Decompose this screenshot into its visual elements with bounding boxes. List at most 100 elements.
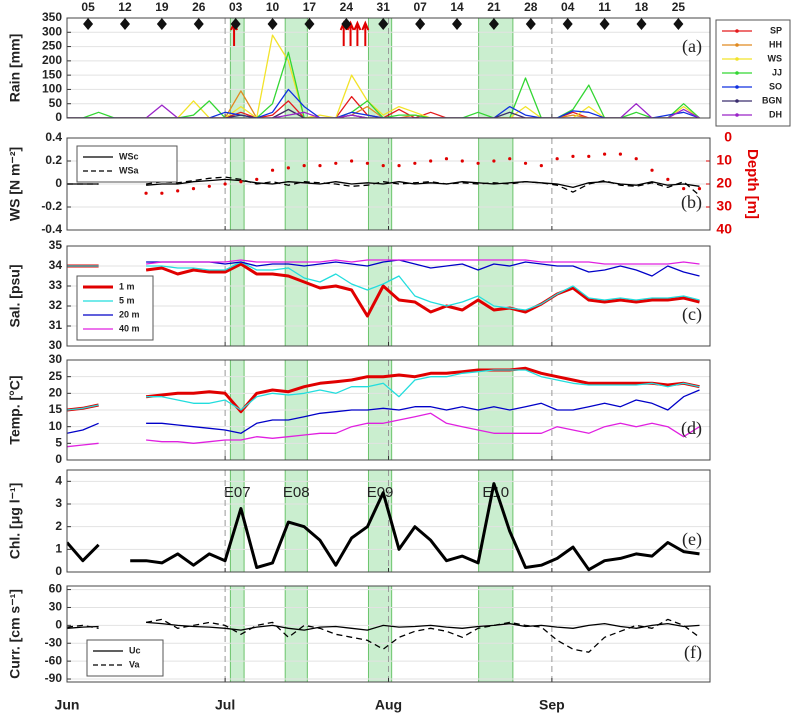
y-tick-label: 20 xyxy=(49,386,63,400)
y-tick-label: 250 xyxy=(42,39,62,53)
top-tick-label: 25 xyxy=(672,0,686,14)
legend-box xyxy=(86,639,164,677)
series-line xyxy=(67,412,700,448)
legend-marker xyxy=(735,29,739,33)
legend-marker xyxy=(735,57,739,61)
panel-frame xyxy=(66,469,711,573)
depth-dot xyxy=(571,154,575,158)
depth-dot xyxy=(618,152,623,156)
series-line xyxy=(67,261,700,311)
y-tick-label: 5 xyxy=(55,436,62,450)
depth-dot xyxy=(587,154,591,158)
y-tick-label: -60 xyxy=(45,653,63,667)
y-tick-label: 350 xyxy=(42,10,62,24)
y2-tick-label: 20 xyxy=(716,175,732,191)
week-marker xyxy=(267,18,278,30)
depth-dot xyxy=(666,177,670,181)
x-tick-label: Sep xyxy=(539,697,565,713)
y-tick-label: -30 xyxy=(45,635,63,649)
series-line xyxy=(67,621,700,631)
depth-dot xyxy=(334,161,338,165)
y2-tick-label: 10 xyxy=(716,152,732,168)
depth-dot xyxy=(397,164,401,168)
depth-dot xyxy=(302,164,306,168)
week-marker xyxy=(673,18,684,30)
y-axis-label: Sal. [psu] xyxy=(7,264,23,327)
y-tick-label: 10 xyxy=(49,419,63,433)
y-tick-label: 32 xyxy=(49,298,63,312)
event-band xyxy=(229,17,245,119)
depth-dot xyxy=(539,164,543,168)
y-tick-label: 25 xyxy=(49,369,63,383)
y-tick-label: -90 xyxy=(45,671,63,685)
legend-label: JJ xyxy=(772,67,782,77)
top-tick-label: 19 xyxy=(155,0,169,14)
week-marker xyxy=(119,18,130,30)
legend-label: SP xyxy=(770,25,782,35)
series-line xyxy=(67,176,700,196)
event-band xyxy=(478,17,514,119)
y-tick-label: 0 xyxy=(55,564,62,578)
series-line xyxy=(67,482,700,572)
event-band xyxy=(284,17,308,119)
panel-frame xyxy=(66,17,711,119)
event-band xyxy=(284,245,308,347)
week-marker xyxy=(488,18,499,30)
y-tick-label: 15 xyxy=(49,402,63,416)
legend-label: 5 m xyxy=(119,295,135,305)
y-tick-label: 100 xyxy=(42,82,62,96)
legend-label: SO xyxy=(769,81,782,91)
depth-dot xyxy=(286,166,290,170)
series-line xyxy=(67,34,700,118)
x-tick-label: Jun xyxy=(55,697,80,713)
top-tick-label: 04 xyxy=(561,0,575,14)
depth-dot xyxy=(413,161,417,165)
y-tick-label: 150 xyxy=(42,67,62,81)
y-tick-label: 0 xyxy=(55,618,62,632)
top-tick-label: 10 xyxy=(266,0,280,14)
x-tick-label: Jul xyxy=(215,697,235,713)
week-marker xyxy=(599,18,610,30)
y-tick-label: 0 xyxy=(55,176,62,190)
legend-marker xyxy=(735,85,739,89)
panel-letter: (c) xyxy=(682,304,702,325)
week-marker xyxy=(636,18,647,30)
legend-box xyxy=(76,145,178,183)
y-axis-label: Curr. [cm s⁻¹] xyxy=(7,589,23,679)
depth-dot xyxy=(476,161,480,165)
panel-letter: (f) xyxy=(684,642,702,663)
depth-dot xyxy=(223,182,227,186)
y-tick-label: 35 xyxy=(49,238,63,252)
series-line xyxy=(67,51,700,118)
week-marker xyxy=(452,18,463,30)
panel-letter: (d) xyxy=(681,418,702,439)
y2-tick-label: 40 xyxy=(716,221,732,237)
y-tick-label: 3 xyxy=(55,496,62,510)
y-tick-label: 300 xyxy=(42,24,62,38)
plot-area xyxy=(67,366,700,448)
plot-area xyxy=(67,482,700,572)
legend-label: Va xyxy=(129,659,141,669)
top-tick-label: 21 xyxy=(487,0,501,14)
depth-dot xyxy=(365,161,370,165)
depth-dot xyxy=(508,157,512,161)
y-tick-label: 0.4 xyxy=(45,130,62,144)
y-axis-label: WS [N m⁻²] xyxy=(7,147,23,221)
depth-dot xyxy=(429,159,433,163)
series-line xyxy=(67,103,700,118)
legend-box xyxy=(715,19,791,127)
panel-letter: (e) xyxy=(682,529,702,550)
depth-dot xyxy=(697,187,702,191)
top-tick-label: 03 xyxy=(229,0,243,14)
y-axis-label: Chl. [μg l⁻¹] xyxy=(7,483,23,560)
plot-area xyxy=(67,618,700,653)
depth-dot xyxy=(270,168,275,172)
depth-dot xyxy=(207,184,211,188)
depth-dot xyxy=(460,159,464,163)
depth-dot xyxy=(682,187,686,191)
arrow xyxy=(361,20,370,46)
depth-dot xyxy=(381,164,385,168)
legend-label: 1 m xyxy=(119,281,135,291)
y-tick-label: -0.2 xyxy=(41,199,62,213)
top-tick-label: 11 xyxy=(598,0,611,14)
